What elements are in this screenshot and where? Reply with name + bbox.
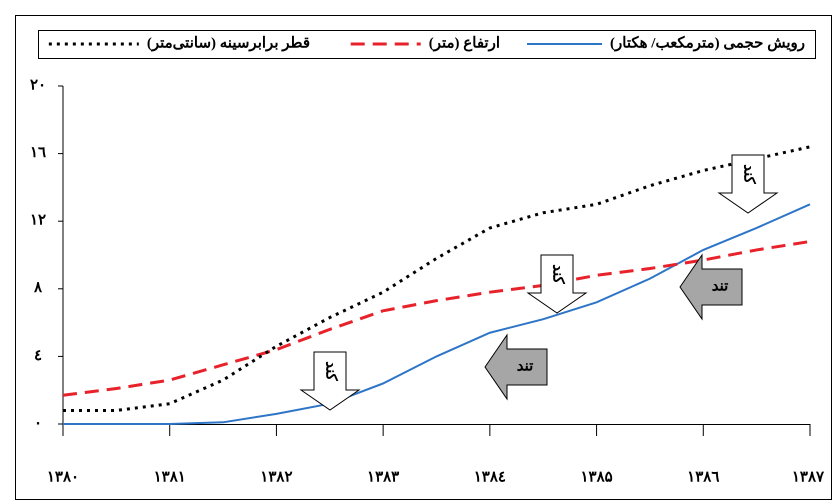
x-tick-label: ۱۳۸۳ — [367, 469, 399, 485]
x-tick-label: ۱۳۸۷ — [792, 469, 825, 485]
arrow-down — [717, 154, 779, 214]
y-tick-label: ۰ — [34, 415, 42, 431]
legend-label: رویش حجمی (مترمکعب/ هکتار) — [610, 35, 805, 51]
y-tick-label: ۱٦ — [30, 145, 46, 161]
x-tick-label: ۱۳۸٦ — [687, 469, 719, 485]
annotation: کند — [741, 164, 757, 184]
annotation: کند — [323, 361, 339, 381]
y-tick-label: ۱۲ — [30, 213, 46, 229]
x-tick-label: ۱۳۸۰ — [47, 469, 79, 485]
x-tick-label: ۱۳۸۱ — [154, 469, 186, 485]
legend-box — [38, 30, 816, 59]
y-tick-label: ۸ — [33, 280, 43, 296]
arrow-down — [299, 351, 361, 411]
legend-label: ارتفاع (متر) — [429, 35, 500, 51]
y-tick-label: ٤ — [34, 348, 42, 364]
arrow-left — [679, 253, 743, 321]
annotation: تند — [712, 278, 729, 294]
annotation: کند — [550, 264, 566, 284]
arrow-left — [484, 333, 548, 401]
legend-label: قطر برابرسینه (سانتی‌متر) — [147, 35, 310, 51]
arrow-down — [526, 254, 588, 314]
chart-border — [15, 15, 832, 500]
x-tick-label: ۱۳۸٤ — [474, 469, 506, 485]
series-line — [63, 203, 811, 425]
annotation: تند — [517, 358, 534, 374]
x-tick-label: ۱۳۸۲ — [260, 469, 292, 485]
x-tick-label: ۱۳۸۵ — [580, 469, 612, 485]
series-line — [62, 239, 811, 397]
y-tick-label: ۲۰ — [30, 77, 46, 93]
